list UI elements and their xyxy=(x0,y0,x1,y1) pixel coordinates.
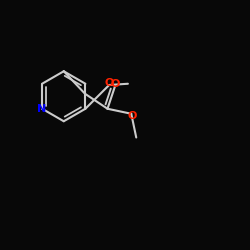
Text: O: O xyxy=(111,79,120,89)
Text: N: N xyxy=(38,104,47,114)
Text: O: O xyxy=(128,111,137,121)
Text: O: O xyxy=(105,78,114,88)
